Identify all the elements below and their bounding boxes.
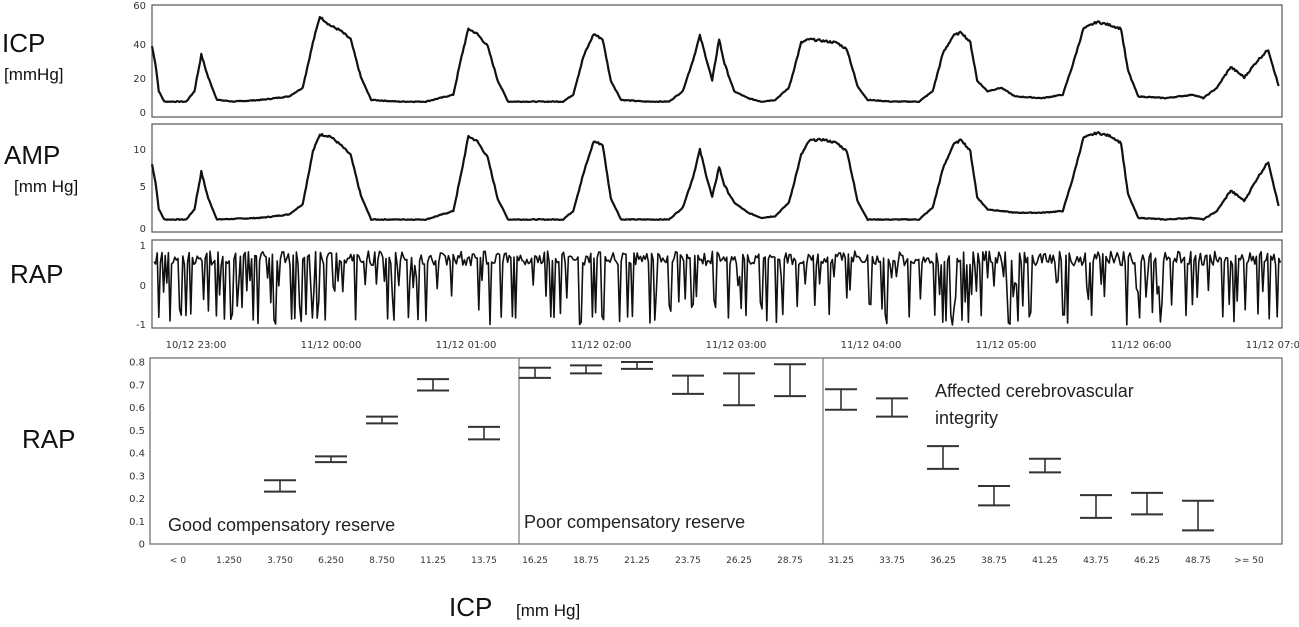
errorbar-interval	[519, 366, 551, 379]
time-tick-label: 11/12 06:00	[1111, 340, 1172, 351]
errorbar-xtick: 38.75	[981, 556, 1007, 566]
icp-ytick-60: 60	[133, 1, 146, 12]
errorbar-interval	[774, 363, 806, 398]
errorbar-xtick: 33.75	[879, 556, 905, 566]
time-axis-ticks: 10/12 23:00 11/12 00:00 11/12 01:00 11/12 0…	[166, 340, 1299, 351]
x-axis-title: ICP	[449, 592, 492, 622]
errorbar-interval	[417, 378, 449, 392]
time-tick-label: 11/12 02:00	[571, 340, 632, 351]
time-tick-label: 11/12 00:00	[301, 340, 362, 351]
amp-unit-label: [mm Hg]	[14, 177, 78, 196]
errorbar-panel-frame	[149, 357, 1283, 545]
errorbar-ytick: 0.4	[129, 449, 145, 460]
errorbar-interval	[672, 374, 704, 395]
errorbar-interval	[468, 425, 500, 441]
time-tick-label: 10/12 23:00	[166, 340, 227, 351]
amp-ylabel: AMP	[4, 140, 60, 170]
errorbar-interval	[825, 388, 857, 411]
errorbar-ytick: 0.1	[129, 517, 145, 528]
errorbar-interval	[1182, 499, 1214, 532]
icp-ytick-0: 0	[140, 108, 146, 119]
amp-ytick-0: 0	[140, 224, 146, 235]
icp-series-line	[150, 15, 1280, 104]
errorbar-interval	[876, 397, 908, 418]
errorbar-xtick: 23.75	[675, 556, 701, 566]
time-tick-label: 11/12 01:00	[436, 340, 497, 351]
icp-ylabel: ICP	[2, 28, 45, 58]
time-tick-label: 11/12 07:00	[1246, 340, 1299, 351]
errorbar-ytick: 0.7	[129, 380, 145, 391]
amp-ytick-5: 5	[140, 182, 146, 193]
errorbar-xtick: < 0	[170, 556, 186, 566]
errorbar-interval	[927, 445, 959, 470]
time-tick-label: 11/12 04:00	[841, 340, 902, 351]
errorbar-xtick: 43.75	[1083, 556, 1109, 566]
errorbar-yticks: 0 0.1 0.2 0.3 0.4 0.5 0.6 0.7 0.8	[129, 358, 145, 551]
region-label-affected-line2: integrity	[935, 408, 998, 428]
errorbar-intervals	[264, 361, 1214, 532]
errorbar-ytick: 0	[139, 540, 145, 551]
errorbar-interval	[315, 455, 347, 464]
time-tick-label: 11/12 05:00	[976, 340, 1037, 351]
errorbar-interval	[1080, 494, 1112, 519]
icp-unit-label: [mmHg]	[4, 65, 64, 84]
errorbar-ytick: 0.2	[129, 494, 145, 505]
errorbar-xtick: 1.250	[216, 556, 242, 566]
rap-ytick-neg1: -1	[136, 320, 146, 331]
rap-top-ylabel: RAP	[10, 259, 63, 289]
errorbar-interval	[366, 415, 398, 425]
errorbar-ytick: 0.5	[129, 426, 145, 437]
errorbar-xtick: 18.75	[573, 556, 599, 566]
errorbar-interval	[264, 479, 296, 493]
errorbar-interval	[570, 364, 602, 375]
errorbar-ytick: 0.8	[129, 358, 145, 369]
errorbar-xtick: 36.25	[930, 556, 956, 566]
errorbar-interval	[978, 484, 1010, 507]
errorbar-interval	[1131, 491, 1163, 516]
rap-bottom-ylabel: RAP	[22, 424, 75, 454]
icp-ytick-20: 20	[133, 74, 146, 85]
rap-ytick-0: 0	[140, 281, 146, 292]
errorbar-xtick: 46.25	[1134, 556, 1160, 566]
errorbar-xtick: 28.75	[777, 556, 803, 566]
amp-series-line	[150, 131, 1280, 221]
errorbar-interval	[621, 361, 653, 370]
errorbar-xtick: 31.25	[828, 556, 854, 566]
errorbar-ytick: 0.6	[129, 403, 145, 414]
errorbar-ytick: 0.3	[129, 471, 145, 482]
region-label-poor: Poor compensatory reserve	[524, 512, 745, 532]
errorbar-xtick: 8.750	[369, 556, 395, 566]
errorbar-xtick: 41.25	[1032, 556, 1058, 566]
errorbar-xtick: >= 50	[1234, 556, 1264, 566]
x-axis-unit: [mm Hg]	[516, 601, 580, 620]
time-tick-label: 11/12 03:00	[706, 340, 767, 351]
errorbar-xtick: 13.75	[471, 556, 497, 566]
errorbar-xtick: 3.750	[267, 556, 293, 566]
icp-panel-frame	[151, 4, 1283, 118]
icp-ytick-40: 40	[133, 40, 146, 51]
errorbar-xtick: 11.25	[420, 556, 446, 566]
rap-series-line	[153, 250, 1282, 326]
errorbar-interval	[1029, 457, 1061, 474]
errorbar-xtick: 6.250	[318, 556, 344, 566]
rap-ytick-1: 1	[140, 241, 146, 252]
errorbar-xtick: 16.25	[522, 556, 548, 566]
amp-panel-frame	[151, 123, 1283, 233]
errorbar-xtick: 26.25	[726, 556, 752, 566]
region-label-good: Good compensatory reserve	[168, 515, 395, 535]
rap-panel-frame	[151, 239, 1283, 329]
region-label-affected-line1: Affected cerebrovascular	[935, 381, 1134, 401]
errorbar-xtick: 21.25	[624, 556, 650, 566]
errorbar-xticks: < 0 1.250 3.750 6.250 8.750 11.25 13.75 16.25 18…	[170, 556, 1264, 566]
errorbar-interval	[723, 372, 755, 407]
amp-ytick-10: 10	[133, 145, 146, 156]
errorbar-xtick: 48.75	[1185, 556, 1211, 566]
